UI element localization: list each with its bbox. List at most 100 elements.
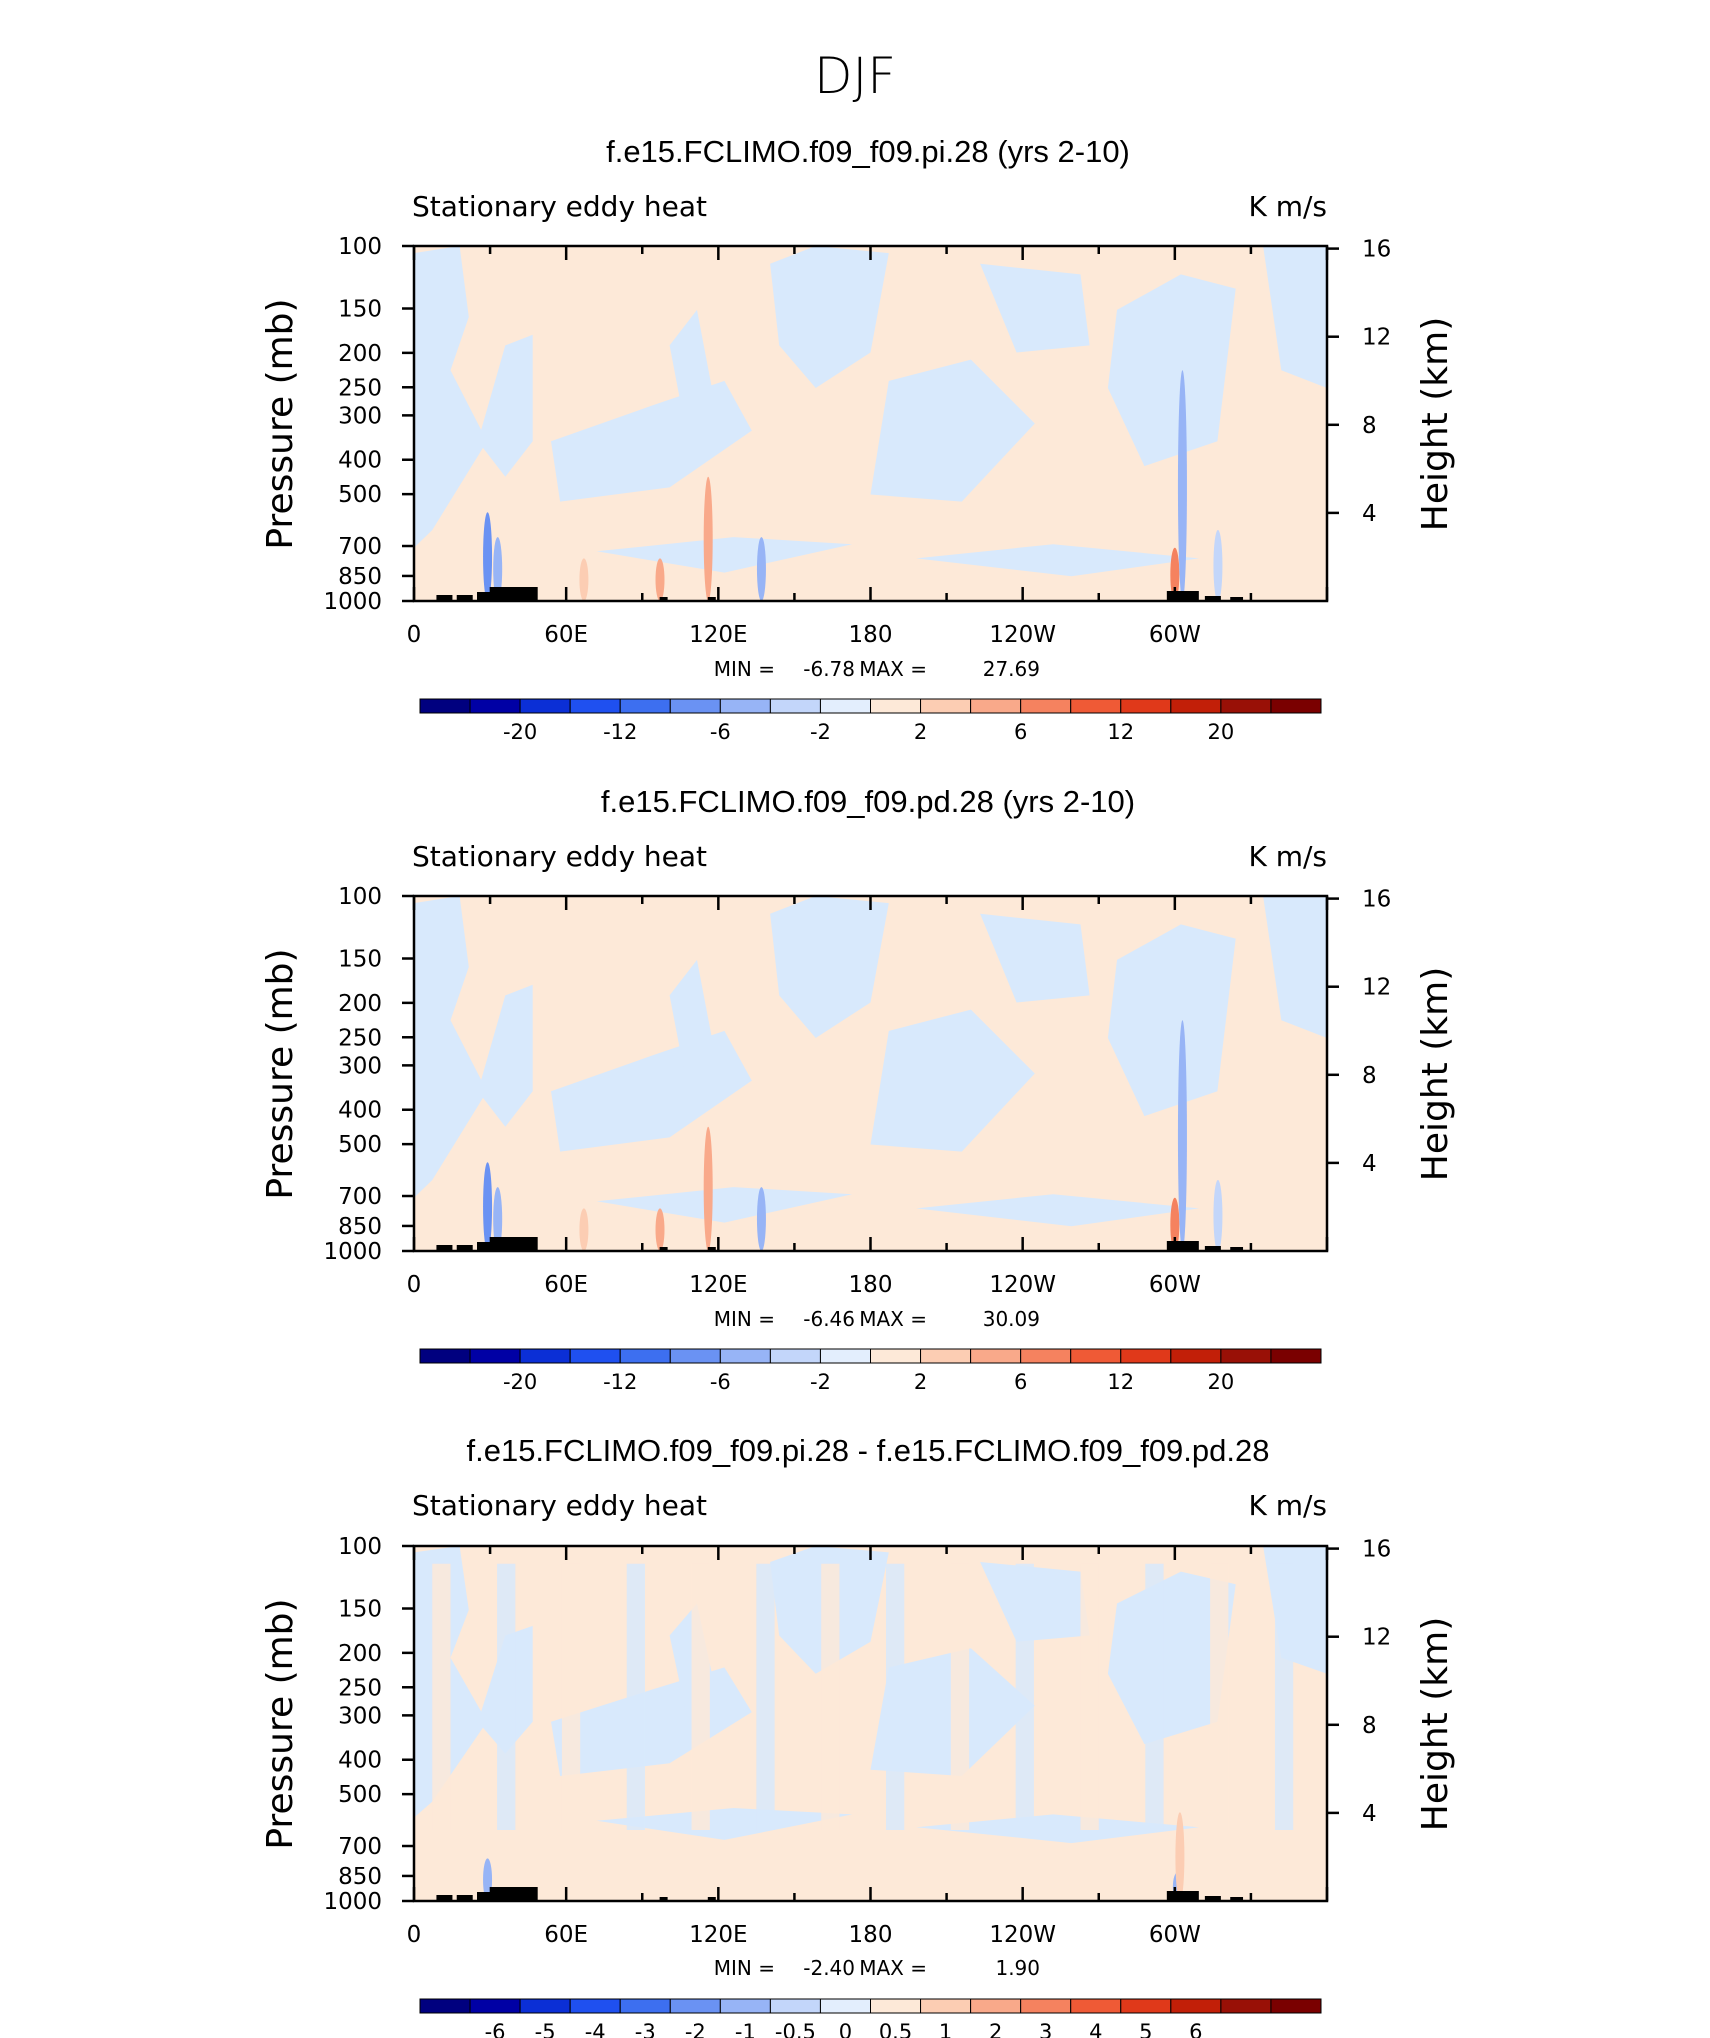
y-axis-label: Pressure (mb) [260, 948, 301, 1199]
field-band [1015, 1563, 1034, 1830]
y-tick-label: 500 [338, 1132, 382, 1158]
negative-region [916, 1814, 1200, 1844]
terrain-block [436, 595, 453, 601]
y-right-tick-label: 12 [1362, 325, 1391, 351]
max-label: MAX = [859, 1307, 927, 1331]
terrain-block [436, 1245, 453, 1251]
colorbar-swatch [769, 698, 821, 714]
colorbar-label: 12 [1107, 1370, 1134, 1394]
contour-field [414, 896, 1327, 1252]
left-string: Stationary eddy heat [412, 840, 707, 873]
negative-region [414, 896, 487, 1198]
colorbar-label: 6 [1014, 720, 1027, 744]
colorbar-swatch [769, 1348, 821, 1364]
contour-feature [1213, 530, 1223, 601]
panel-difference: f.e15.FCLIMO.f09_f09.pi.28 - f.e15.FCLIM… [260, 1433, 1456, 2038]
y-tick-label: 250 [338, 375, 382, 401]
negative-region [477, 334, 533, 477]
colorbar-label: 2 [914, 720, 927, 744]
y-right-tick-label: 16 [1362, 887, 1391, 913]
x-tick-label: 0 [407, 1272, 422, 1298]
colorbar-swatch [719, 1348, 771, 1364]
colorbar-label: -6 [710, 720, 731, 744]
colorbar-swatch [1070, 1348, 1122, 1364]
colorbar-label: -6 [485, 2020, 506, 2038]
x-tick-label: 60E [544, 1922, 588, 1948]
colorbar-swatch [920, 1998, 972, 2014]
colorbar-swatch [970, 1998, 1022, 2014]
colorbar-label: 2 [989, 2020, 1002, 2038]
y-axis-label: Pressure (mb) [260, 1598, 301, 1849]
colorbar-swatch [819, 1348, 872, 1364]
colorbar-label: -4 [585, 2020, 606, 2038]
colorbar-swatch [1270, 1348, 1322, 1364]
y-tick-label: 850 [338, 1214, 382, 1240]
colorbar: -20 -12 -6 -2 2 6 12 20 [419, 698, 1322, 744]
terrain-block [659, 597, 668, 601]
negative-region [770, 896, 889, 1038]
colorbar-label: -20 [503, 720, 537, 744]
left-string: Stationary eddy heat [412, 190, 707, 223]
x-tick-label: 0 [407, 622, 422, 648]
x-tick-label: 120E [689, 1922, 747, 1948]
terrain-block [659, 1247, 668, 1251]
colorbar-swatch [569, 698, 621, 714]
y-tick-label: 300 [338, 1053, 382, 1079]
colorbar-swatch [870, 698, 922, 714]
y-tick-label: 150 [338, 297, 382, 323]
terrain-block [1204, 1896, 1221, 1901]
units-string: K m/s [1248, 1489, 1327, 1522]
min-value: -6.78 [803, 657, 855, 681]
colorbar-swatch [1270, 1998, 1322, 2014]
contour-feature [483, 512, 493, 601]
colorbar-swatch [1120, 698, 1172, 714]
y-tick-label: 150 [338, 1597, 382, 1623]
y-tick-label: 700 [338, 1184, 382, 1210]
max-value: 30.09 [983, 1307, 1040, 1331]
negative-region [980, 1562, 1090, 1642]
terrain-block [659, 1897, 668, 1901]
x-tick-label: 180 [849, 1272, 893, 1298]
negative-region [477, 984, 533, 1127]
colorbar: -20 -12 -6 -2 2 6 12 20 [419, 1348, 1322, 1394]
colorbar-swatch [1220, 1348, 1272, 1364]
y-tick-label: 200 [338, 341, 382, 367]
colorbar-label: 5 [1139, 2020, 1152, 2038]
y-right-tick-label: 8 [1362, 413, 1377, 439]
colorbar-swatch [970, 1348, 1022, 1364]
y-right-tick-label: 4 [1362, 1801, 1377, 1827]
colorbar-swatch [669, 1998, 721, 2014]
colorbar-swatch [1170, 1998, 1222, 2014]
x-tick-label: 60E [544, 1272, 588, 1298]
colorbar-swatch [469, 1998, 521, 2014]
field-band [432, 1563, 451, 1830]
colorbar-label: 6 [1014, 1370, 1027, 1394]
terrain-block [1204, 1246, 1221, 1251]
y-right-tick-label: 8 [1362, 1063, 1377, 1089]
y-tick-label: 400 [338, 1098, 382, 1124]
x-tick-label: 120W [989, 1272, 1056, 1298]
contour-feature [756, 1187, 766, 1252]
y-right-tick-label: 8 [1362, 1713, 1377, 1739]
colorbar-swatch [970, 698, 1022, 714]
negative-region [980, 913, 1090, 1003]
contour-feature [1177, 370, 1187, 601]
terrain-block [707, 1247, 716, 1251]
min-label: MIN = [714, 657, 775, 681]
colorbar-swatch [769, 1998, 821, 2014]
min-value: -6.46 [803, 1307, 855, 1331]
x-tick-label: 60W [1149, 622, 1201, 648]
y-right-tick-label: 12 [1362, 1625, 1391, 1651]
field-band [691, 1563, 710, 1830]
colorbar-swatch [669, 1348, 721, 1364]
y-tick-label: 100 [338, 1534, 382, 1560]
negative-region [916, 1194, 1200, 1227]
colorbar-swatch [1170, 1348, 1222, 1364]
terrain-block [507, 1245, 524, 1251]
colorbar-swatch [519, 1348, 571, 1364]
colorbar-swatch [870, 1348, 922, 1364]
colorbar-swatch [920, 698, 972, 714]
colorbar-swatch [1220, 698, 1272, 714]
colorbar-label: 0 [839, 2020, 852, 2038]
colorbar-swatch [569, 1348, 621, 1364]
